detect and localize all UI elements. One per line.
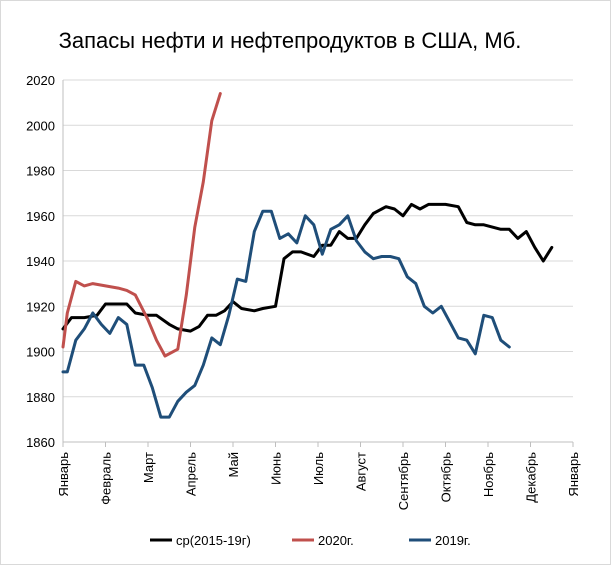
grid-lines — [63, 79, 573, 443]
series-line-2 — [61, 209, 511, 419]
x-tick-label: Октябрь — [439, 452, 454, 503]
y-tick-label: 1960 — [26, 209, 55, 224]
x-tick-label: Январь — [56, 452, 71, 497]
y-tick-label: 2020 — [26, 73, 55, 88]
x-axis-ticks: Январь Февраль Март Апрель Май Июнь Июль Август… — [56, 442, 581, 510]
legend-label-2: 2019г. — [435, 533, 471, 548]
x-tick-label: Июнь — [269, 452, 284, 485]
x-tick-label: Февраль — [99, 452, 114, 505]
y-tick-label: 1900 — [26, 345, 55, 360]
x-tick-label: Сентябрь — [396, 452, 411, 510]
chart-title: Запасы нефти и нефтепродуктов в США, Мб. — [59, 28, 522, 53]
y-tick-label: 1920 — [26, 299, 55, 314]
y-tick-label: 1880 — [26, 390, 55, 405]
series-line-1 — [61, 92, 222, 358]
legend-label-1: 2020г. — [318, 533, 354, 548]
y-tick-label: 1980 — [26, 164, 55, 179]
x-tick-label: Август — [354, 452, 369, 491]
y-tick-label: 1860 — [26, 435, 55, 450]
series-line-0 — [61, 202, 554, 333]
x-tick-label: Март — [141, 452, 156, 483]
x-tick-label: Май — [226, 452, 241, 477]
y-tick-label: 1940 — [26, 254, 55, 269]
series-lines — [61, 92, 554, 419]
x-tick-label: Декабрь — [524, 452, 539, 503]
x-tick-label: Ноябрь — [481, 452, 496, 497]
x-tick-label: Апрель — [184, 452, 199, 496]
legend-label-0: ср(2015-19г) — [176, 533, 251, 548]
legend: ср(2015-19г) 2020г. 2019г. — [150, 533, 471, 548]
x-tick-label: Июль — [311, 452, 326, 485]
x-tick-label: Январь — [566, 452, 581, 497]
y-tick-label: 2000 — [26, 118, 55, 133]
y-axis-ticks: 1860 1880 1900 1920 1940 1960 1980 2000 2020 — [26, 73, 55, 450]
